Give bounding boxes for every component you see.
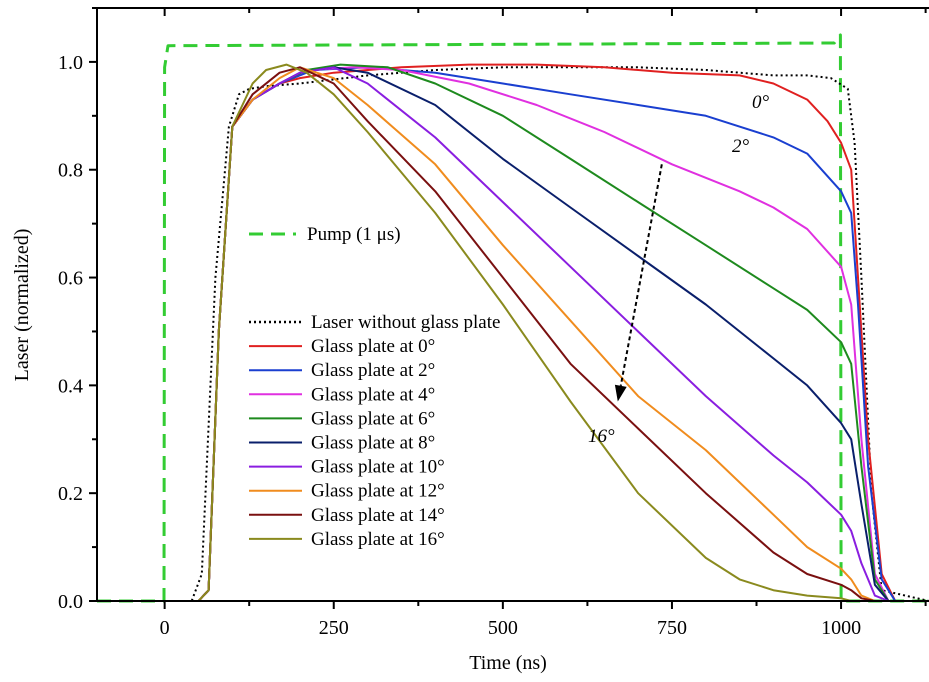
series-line-9 — [97, 66, 929, 602]
x-tick-label: 1000 — [821, 617, 861, 639]
series-line-6 — [97, 66, 929, 602]
x-tick-label: 750 — [657, 617, 687, 639]
x-tick-label: 500 — [488, 617, 518, 639]
annotation-2deg: 2° — [732, 136, 750, 157]
legend-label-pump: Pump (1 μs) — [307, 224, 401, 245]
legend-label-2: Glass plate at 2° — [311, 360, 435, 381]
y-tick-label: 0.2 — [58, 483, 83, 505]
annotation-16deg: 16° — [588, 426, 615, 447]
ticks-layer: 0 250 500 750 1000 0.0 0.2 0.4 0.6 0.8 1.0 — [58, 7, 927, 639]
x-tick-label: 250 — [319, 617, 349, 639]
legend-label-1: Glass plate at 0° — [311, 336, 435, 357]
x-axis-title: Time (ns) — [469, 652, 547, 674]
legend-label-9: Glass plate at 16° — [311, 529, 445, 550]
legend-label-0: Laser without glass plate — [311, 312, 500, 333]
legend-label-3: Glass plate at 4° — [311, 384, 435, 405]
annotation-arrow-line — [619, 164, 663, 386]
series-line-10 — [97, 63, 929, 602]
legend-label-8: Glass plate at 14° — [311, 505, 445, 526]
series-line-5 — [97, 63, 929, 602]
series-line-4 — [97, 66, 929, 602]
y-tick-label: 0.8 — [58, 160, 83, 182]
series-line-3 — [97, 66, 929, 602]
legend-label-5: Glass plate at 8° — [311, 433, 435, 454]
legend: Pump (1 μs) Laser without glass plate Glas… — [249, 224, 500, 550]
series-line-0 — [97, 33, 929, 603]
series-line-2 — [97, 63, 929, 602]
series-layer — [97, 33, 929, 603]
legend-label-6: Glass plate at 10° — [311, 457, 445, 478]
legend-label-4: Glass plate at 6° — [311, 408, 435, 429]
series-line-1 — [97, 66, 929, 602]
y-tick-label: 0.4 — [58, 375, 83, 397]
annotation-arrow-head — [614, 384, 627, 402]
y-tick-label: 0.6 — [58, 268, 83, 290]
y-tick-label: 0.0 — [58, 591, 83, 613]
axes-layer — [96, 7, 929, 602]
series-line-7 — [97, 66, 929, 602]
x-tick-label: 0 — [160, 617, 170, 639]
y-axis-title: Laser (normalized) — [11, 229, 33, 382]
annotation-0deg: 0° — [752, 92, 770, 113]
series-line-8 — [97, 66, 929, 602]
annotations: 0° 2° 16° — [588, 92, 770, 447]
y-tick-label: 1.0 — [58, 52, 83, 74]
legend-label-7: Glass plate at 12° — [311, 481, 445, 502]
